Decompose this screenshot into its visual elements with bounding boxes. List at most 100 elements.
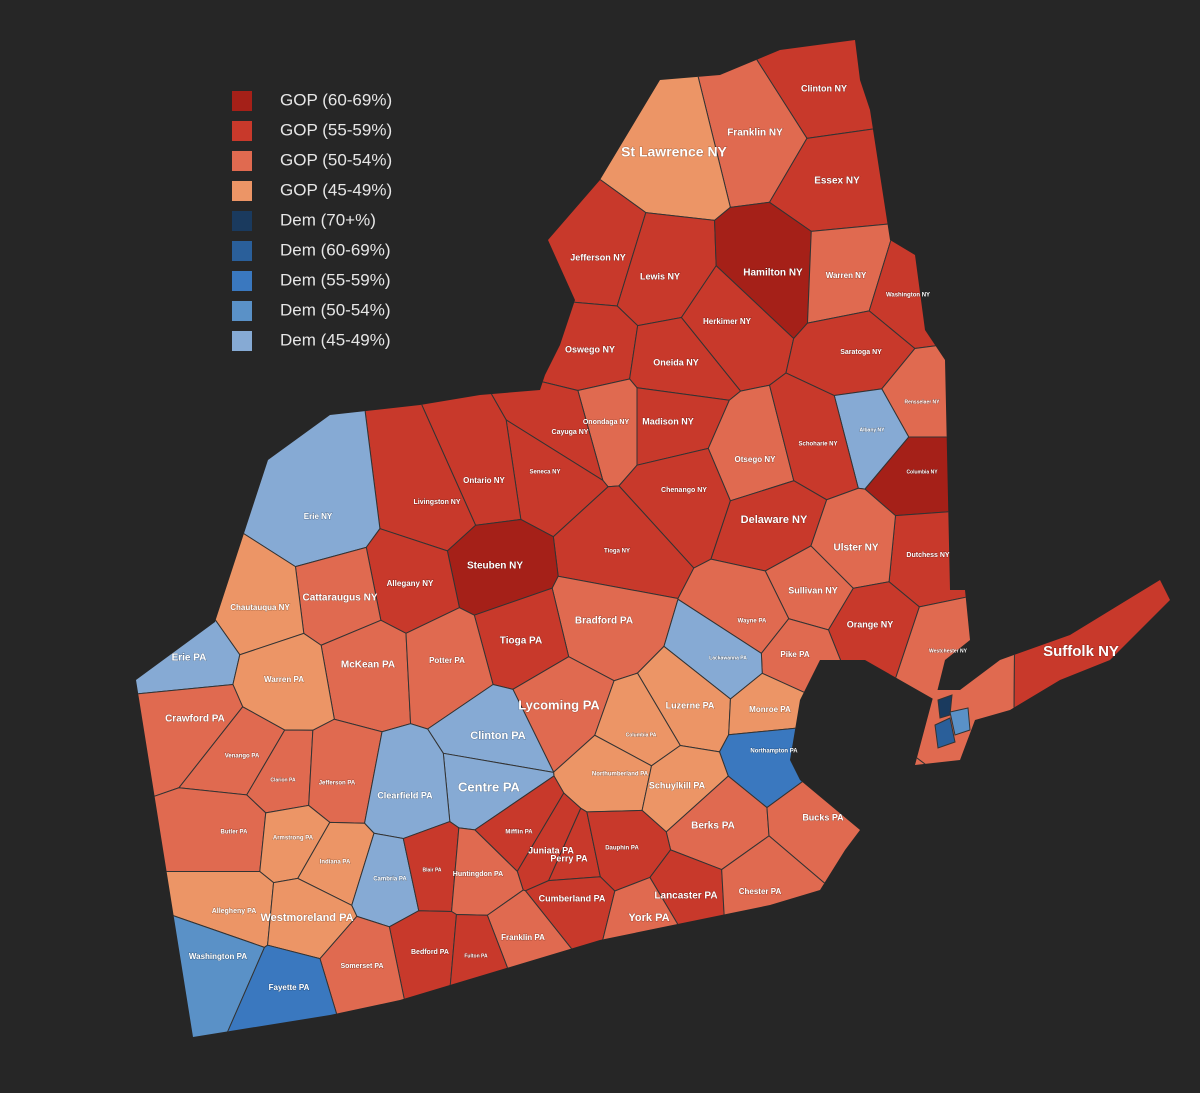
county-label: Westmoreland PA <box>260 912 353 924</box>
county <box>388 910 457 1037</box>
legend-swatch <box>232 301 252 321</box>
county-label: Lancaster PA <box>654 891 717 902</box>
county-label: Columbia PA <box>626 732 657 738</box>
county <box>766 727 1170 1037</box>
county-label: Potter PA <box>429 656 465 665</box>
county-label: Dauphin PA <box>605 846 639 852</box>
county-label: Luzerne PA <box>666 700 715 710</box>
county-label: Ulster NY <box>833 543 878 554</box>
county-label: Indiana PA <box>320 860 351 866</box>
county-label: Erie NY <box>304 512 333 521</box>
county <box>864 436 1145 517</box>
legend-swatch <box>232 151 252 171</box>
nyc-borough <box>937 694 953 719</box>
county-label: Dutchess NY <box>906 552 950 559</box>
county-label: Cayuga NY <box>552 429 589 436</box>
county-label: Essex NY <box>814 176 860 187</box>
county-label: McKean PA <box>341 660 395 671</box>
county-label: Allegany NY <box>387 579 434 588</box>
legend: GOP (60-69%) GOP (55-59%) GOP (50-54%) GOP … <box>232 90 392 351</box>
county <box>881 310 1170 438</box>
county-label: Berks PA <box>691 821 735 832</box>
county-label: Oneida NY <box>653 357 699 367</box>
legend-label: Dem (60-69%) <box>280 240 391 259</box>
county-label: Perry PA <box>550 853 588 863</box>
county-label: Schuylkill PA <box>649 780 706 790</box>
county-label: Washington PA <box>189 952 247 961</box>
county-label: Bucks PA <box>802 812 844 822</box>
legend-label: Dem (55-59%) <box>280 270 391 289</box>
county-label: Bradford PA <box>575 616 633 627</box>
county-label: York PA <box>628 912 669 924</box>
legend-label: GOP (45-49%) <box>280 180 392 199</box>
county-label: Warren PA <box>264 675 304 684</box>
county-label: Somerset PA <box>340 963 383 970</box>
county-label: Mifflin PA <box>505 830 533 836</box>
county-label: Oswego NY <box>565 344 615 354</box>
nyc <box>934 694 971 749</box>
county-label: Rensselaer NY <box>904 399 940 405</box>
county-label: Onondaga NY <box>583 419 630 426</box>
county-label: Westchester NY <box>929 648 968 654</box>
county-label: Albany NY <box>859 427 885 433</box>
county-label: Cambria PA <box>373 877 407 883</box>
county-label: Tioga PA <box>500 636 542 647</box>
county-label: Seneca NY <box>529 470 560 476</box>
county-label: Fayette PA <box>269 983 310 992</box>
county-label: Northumberland PA <box>592 772 649 778</box>
legend-label: Dem (45-49%) <box>280 330 391 349</box>
legend-swatch <box>232 211 252 231</box>
county-label: Franklin NY <box>727 128 783 139</box>
county-label: Fulton PA <box>464 953 488 959</box>
county-label: Tioga NY <box>604 549 630 555</box>
county-label: Monroe PA <box>749 705 791 714</box>
county-label: Livingston NY <box>413 499 460 506</box>
county-label: Saratoga NY <box>840 349 882 356</box>
county-label: Schoharie NY <box>798 442 837 448</box>
county-label: Clearfield PA <box>377 790 433 800</box>
county-label: Columbia NY <box>906 469 938 475</box>
county-label: Steuben NY <box>467 561 523 572</box>
county-label: Clinton NY <box>801 83 847 93</box>
county-label: Butler PA <box>221 830 249 836</box>
county-label: Orange NY <box>847 619 894 629</box>
legend-label: Dem (70+%) <box>280 210 376 229</box>
county-label: Juniata PA <box>528 845 574 855</box>
county-label: Franklin PA <box>501 933 545 942</box>
legend-swatch <box>232 271 252 291</box>
county-label: Jefferson PA <box>319 781 356 787</box>
legend-label: GOP (60-69%) <box>280 90 392 109</box>
nyc-borough <box>934 717 956 749</box>
legend-swatch <box>232 91 252 111</box>
county-label: Warren NY <box>826 271 867 280</box>
county-label: Erie PA <box>172 653 207 664</box>
county-label: Cumberland PA <box>539 893 606 903</box>
legend-swatch <box>232 241 252 261</box>
county-label: Crawford PA <box>165 714 225 725</box>
county-label: Ontario NY <box>463 476 505 485</box>
county-label: Madison NY <box>642 416 694 426</box>
county-label: Northampton PA <box>750 749 798 755</box>
county-label: St Lawrence NY <box>621 144 727 160</box>
legend-swatch <box>232 331 252 351</box>
county-label: Cattaraugus NY <box>302 593 377 604</box>
county-label: Chautauqua NY <box>230 603 290 612</box>
county-label: Centre PA <box>458 779 520 794</box>
county <box>649 849 730 1012</box>
county-label: Armstrong PA <box>273 836 314 842</box>
county-label: Chenango NY <box>661 487 707 494</box>
county-label: Lycoming PA <box>518 697 600 712</box>
county <box>319 915 425 1037</box>
county <box>1012 399 1170 1037</box>
county <box>350 40 731 221</box>
county <box>136 787 267 872</box>
nyc-borough <box>949 707 971 736</box>
county-label: Washington NY <box>886 293 930 299</box>
county-label: Otsego NY <box>735 455 777 464</box>
county-label: Allegheny PA <box>212 908 257 915</box>
legend-label: GOP (50-54%) <box>280 150 392 169</box>
county-label: Pike PA <box>780 650 809 659</box>
